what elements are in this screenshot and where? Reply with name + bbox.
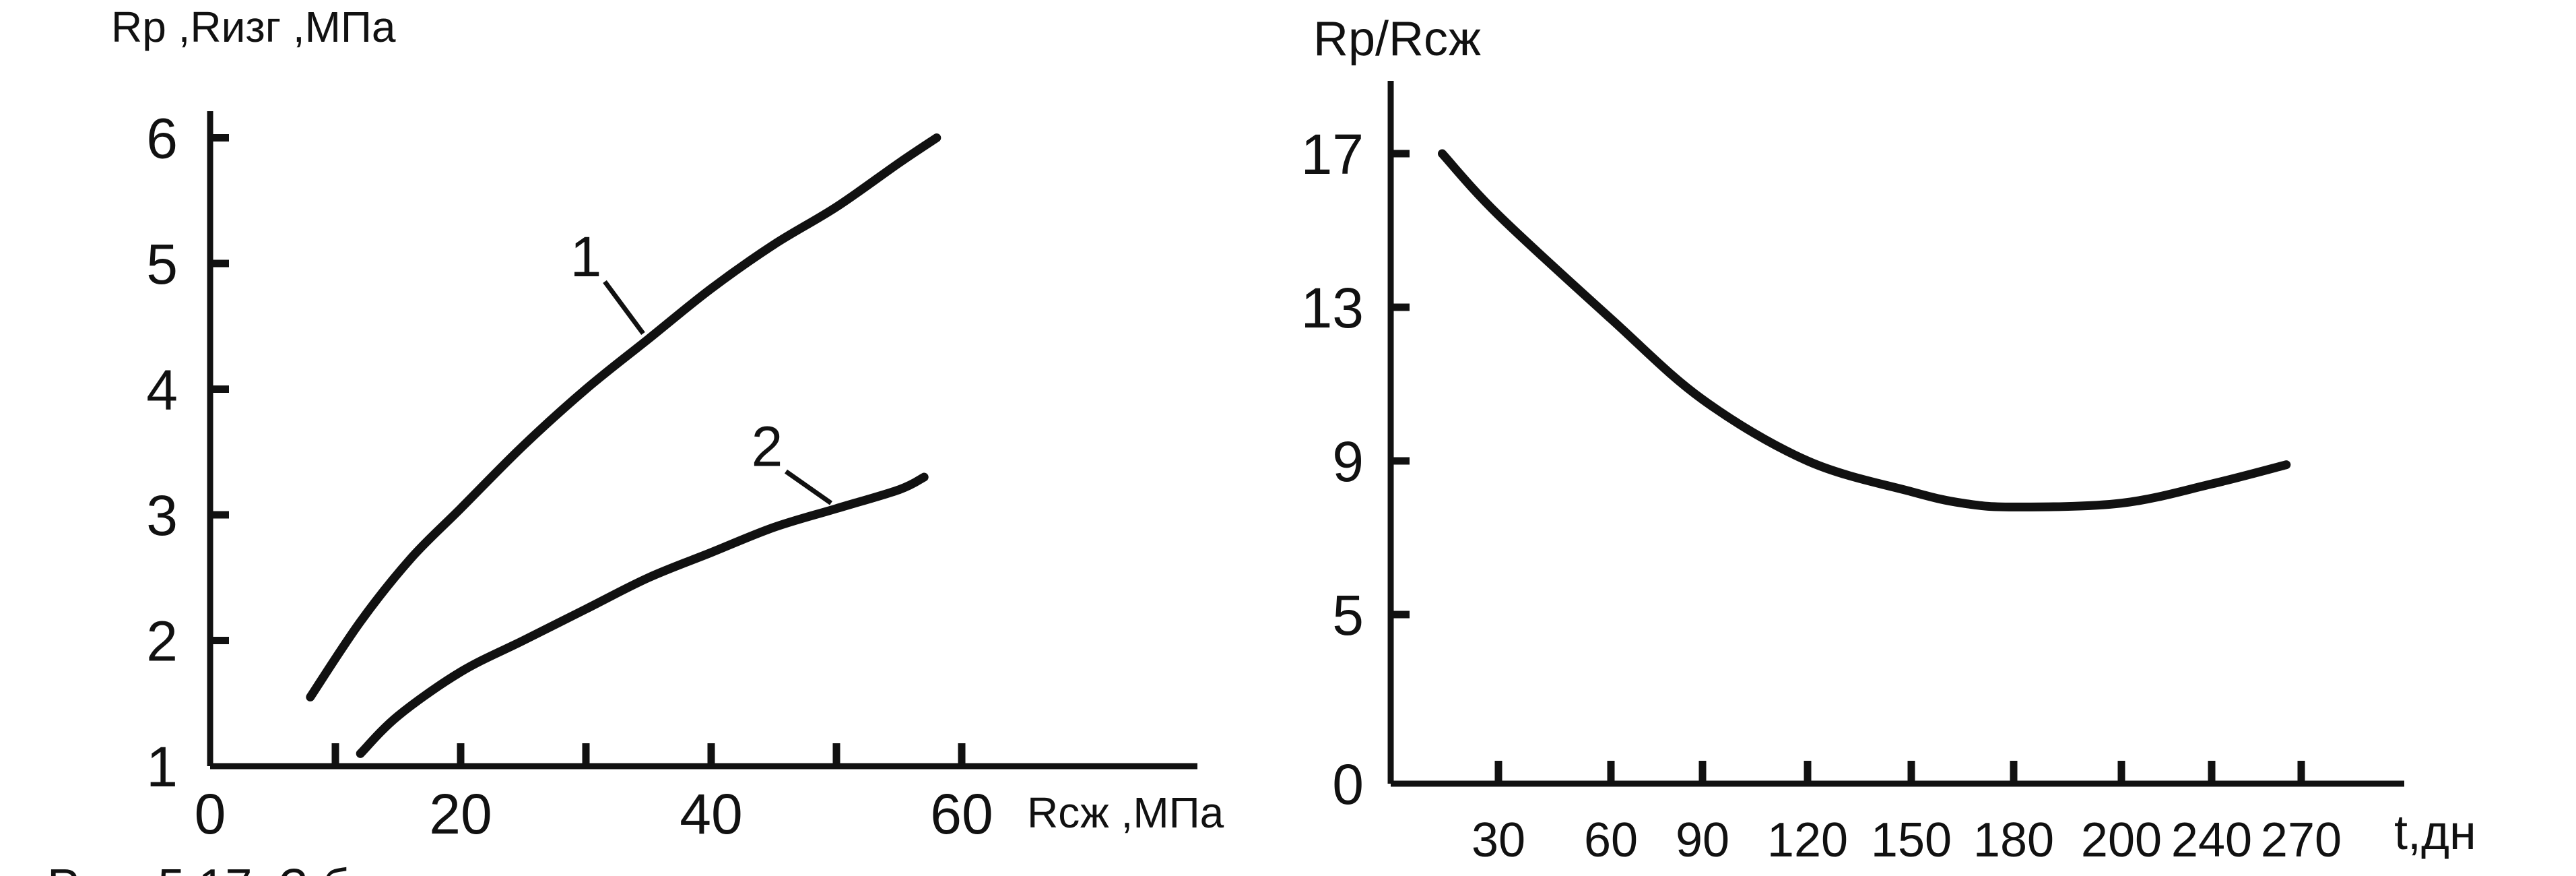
y-tick-label: 5 xyxy=(1332,584,1364,647)
y-tick-label: 2 xyxy=(146,610,178,673)
y-tick-label: 9 xyxy=(1332,430,1364,493)
x-axis-title: t,дн xyxy=(2394,806,2476,860)
x-tick-label: 270 xyxy=(2261,813,2342,867)
x-ticks xyxy=(1494,761,2305,784)
y-tick-label: 1 xyxy=(146,735,178,799)
y-tick-label: 17 xyxy=(1301,123,1364,186)
y-tick-labels: 1 2 3 4 5 6 xyxy=(146,107,178,799)
figure-caption: Рис. 5.17. З б xyxy=(47,860,350,876)
y-tick-label: 4 xyxy=(146,358,178,422)
series-label-leader xyxy=(603,280,645,335)
series-label-leader xyxy=(784,469,833,505)
x-tick-label: 200 xyxy=(2081,813,2162,867)
y-tick-label: 13 xyxy=(1301,276,1364,340)
x-tick-label: 0 xyxy=(195,782,226,846)
x-tick-label: 180 xyxy=(1973,813,2054,867)
series-group xyxy=(1438,149,2291,511)
x-tick-label: 20 xyxy=(429,782,492,846)
x-tick-label: 240 xyxy=(2171,813,2252,867)
y-tick-label: 3 xyxy=(146,484,178,547)
y-axis-title: Rp/Rсж xyxy=(1313,12,1481,66)
y-ticks xyxy=(1391,150,1410,619)
x-tick-label: 60 xyxy=(930,782,993,846)
series-line-1 xyxy=(306,133,942,701)
y-tick-label: 6 xyxy=(146,107,178,170)
y-tick-labels: 0 5 9 13 17 xyxy=(1301,123,1364,816)
x-tick-label: 60 xyxy=(1584,813,1638,867)
series-line-2 xyxy=(356,472,929,758)
series-line xyxy=(1438,149,2291,511)
x-tick-labels: 0 20 40 60 xyxy=(195,782,993,846)
series-label: 1 xyxy=(570,225,602,288)
x-ticks xyxy=(331,743,966,766)
x-tick-label: 120 xyxy=(1767,813,1848,867)
y-ticks xyxy=(210,134,229,644)
x-tick-label: 150 xyxy=(1871,813,1952,867)
series-group: 12 xyxy=(306,133,942,758)
y-tick-label: 5 xyxy=(146,232,178,296)
x-tick-labels: 30 60 90 120 150 180 200 240 270 xyxy=(1472,813,2342,867)
series-label: 2 xyxy=(752,415,783,478)
x-axis-title: Rсж ,МПа xyxy=(1027,788,1224,837)
y-tick-label: 0 xyxy=(1332,753,1364,816)
x-tick-label: 30 xyxy=(1472,813,1525,867)
x-tick-label: 90 xyxy=(1676,813,1729,867)
y-axis-title: Rp ,Rизг ,МПа xyxy=(111,3,396,51)
x-tick-label: 40 xyxy=(680,782,742,846)
